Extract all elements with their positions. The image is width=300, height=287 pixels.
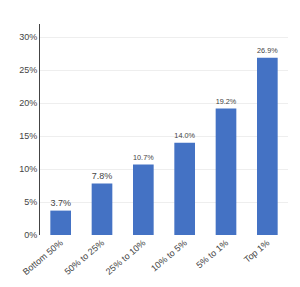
svg-text:5%: 5% — [24, 197, 37, 207]
svg-text:5% to 1%: 5% to 1% — [194, 238, 230, 270]
svg-text:25%: 25% — [19, 65, 37, 75]
svg-text:26.9%: 26.9% — [257, 46, 278, 55]
svg-text:19.2%: 19.2% — [216, 97, 237, 106]
svg-text:0%: 0% — [24, 230, 37, 240]
svg-text:14.0%: 14.0% — [174, 131, 195, 140]
svg-text:3.7%: 3.7% — [50, 198, 71, 208]
svg-text:10% to 5%: 10% to 5% — [149, 238, 189, 274]
svg-text:Top 1%: Top 1% — [242, 238, 271, 265]
svg-text:Bottom 50%: Bottom 50% — [21, 238, 65, 277]
svg-text:25% to 10%: 25% to 10% — [104, 238, 148, 277]
svg-text:20%: 20% — [19, 98, 37, 108]
svg-text:10.7%: 10.7% — [133, 153, 154, 162]
svg-text:7.8%: 7.8% — [92, 171, 113, 181]
svg-text:15%: 15% — [19, 131, 37, 141]
svg-text:50% to 25%: 50% to 25% — [63, 238, 107, 277]
svg-text:10%: 10% — [19, 164, 37, 174]
svg-text:30%: 30% — [19, 32, 37, 42]
